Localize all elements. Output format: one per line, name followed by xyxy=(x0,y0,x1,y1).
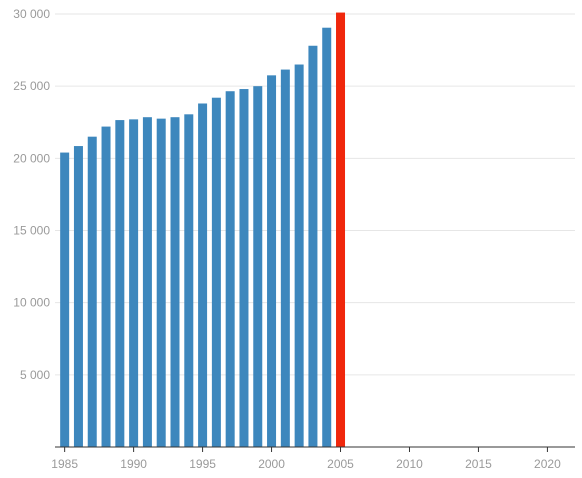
bar xyxy=(129,119,139,448)
x-tick-label: 1990 xyxy=(120,457,147,471)
x-tick-label: 1995 xyxy=(189,457,216,471)
bar xyxy=(239,89,249,448)
bar xyxy=(142,117,152,447)
y-tick-label: 5 000 xyxy=(20,368,50,382)
x-tick-label: 2020 xyxy=(534,457,561,471)
y-tick-label: 10 000 xyxy=(13,296,50,310)
bar xyxy=(308,45,318,447)
y-axis-labels: 5 000 10 000 15 000 20 000 25 000 30 000 xyxy=(13,7,50,382)
bar xyxy=(280,69,290,447)
x-tick-label: 2005 xyxy=(327,457,354,471)
bar-highlight xyxy=(336,12,346,448)
bar xyxy=(267,75,277,447)
bar xyxy=(253,86,263,448)
bar xyxy=(60,152,70,447)
bar xyxy=(73,146,83,447)
x-tick-label: 2015 xyxy=(465,457,492,471)
bar xyxy=(156,118,166,447)
y-tick-label: 30 000 xyxy=(13,7,50,21)
x-tick-label: 2010 xyxy=(396,457,423,471)
bar xyxy=(225,91,235,447)
x-tick-label: 1985 xyxy=(51,457,78,471)
bar xyxy=(211,97,221,448)
bar xyxy=(322,27,332,448)
bar xyxy=(198,103,208,448)
bar xyxy=(87,136,97,447)
y-tick-label: 25 000 xyxy=(13,79,50,93)
bar xyxy=(294,64,304,448)
bar xyxy=(170,117,180,447)
bars xyxy=(60,12,346,448)
bar xyxy=(115,120,125,447)
y-tick-label: 15 000 xyxy=(13,224,50,238)
y-tick-label: 20 000 xyxy=(13,151,50,165)
x-tick-label: 2000 xyxy=(258,457,285,471)
bar xyxy=(184,114,194,447)
bar xyxy=(101,126,111,447)
x-axis: 1985 1990 1995 2000 2005 2010 2015 2020 xyxy=(51,446,575,471)
